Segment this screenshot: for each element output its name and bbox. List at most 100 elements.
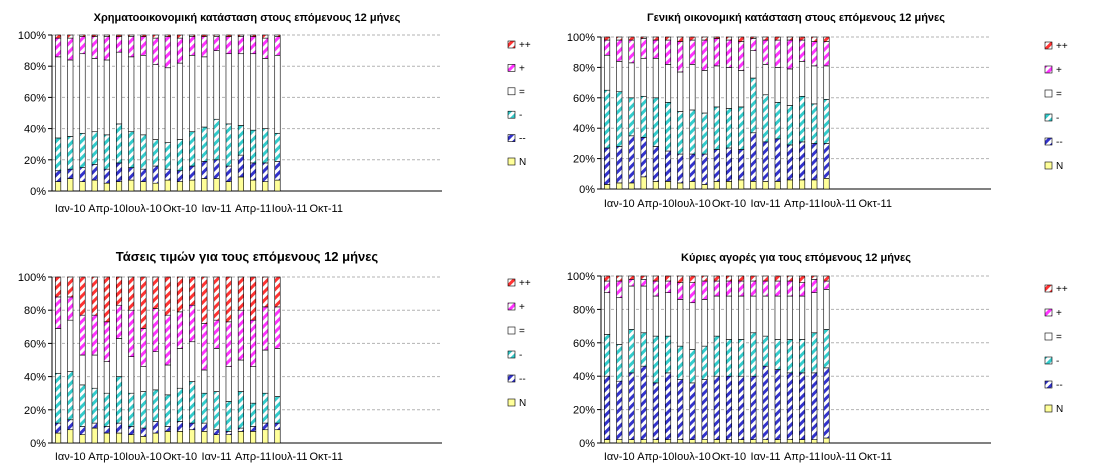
bar-segment-n (262, 429, 269, 444)
bar-segment-same (176, 348, 184, 389)
bar-segment-higher (189, 304, 196, 343)
bar-segment-much-lower (799, 141, 806, 181)
bar-segment-much-higher (103, 34, 110, 37)
bar-segment-same (274, 54, 281, 134)
bar-segment-n (55, 432, 62, 444)
bar-segment-higher (664, 280, 672, 293)
legend-swatch-much-higher (507, 278, 516, 287)
bar-segment-much-lower (176, 170, 184, 182)
bar-segment-higher (762, 39, 769, 65)
bar-segment-much-higher (750, 275, 757, 282)
bar-segment-n (201, 178, 208, 192)
bar-segment-same (55, 56, 62, 139)
legend-label-much-lower: -- (1056, 380, 1063, 391)
bar-segment-n (274, 179, 281, 192)
bar-segment-much-higher (786, 275, 793, 282)
bar-segment-higher (677, 41, 684, 73)
bar-segment-much-lower (774, 369, 781, 440)
bar-segment-higher (786, 280, 793, 297)
legend-swatch-much-lower (1044, 137, 1053, 146)
bar-segment-higher (67, 296, 74, 321)
bar-segment-much-higher (713, 36, 720, 39)
legend-swatch-n (1044, 404, 1053, 413)
legend-label-same: = (1056, 89, 1062, 100)
bar-segment-n (164, 431, 171, 444)
bar-segment-n (176, 181, 184, 192)
x-tick-label: Ιουλ-11 (821, 198, 857, 210)
bar-segment-much-lower (189, 422, 196, 431)
x-tick-label: Απρ-11 (784, 198, 820, 210)
bar-segment-lower (786, 105, 793, 146)
bar-segment-higher (701, 39, 708, 71)
bar-segment-much-higher (128, 276, 135, 311)
bar-segment-much-higher (604, 36, 611, 41)
y-tick-label: 60% (573, 93, 595, 105)
bar-segment-n (799, 179, 806, 190)
bar-segment-much-higher (250, 276, 257, 321)
bar-segment-lower (115, 123, 123, 164)
bar-segment-n (640, 176, 647, 190)
bar-segment-lower (164, 394, 171, 427)
bar-segment-much-lower (713, 375, 720, 440)
bar-segment-n (140, 181, 147, 192)
bar-segment-n (774, 439, 781, 444)
bar-segment-lower (103, 134, 110, 170)
bar-segment-n (811, 179, 818, 190)
bar-segment-higher (128, 36, 135, 58)
legend-swatch-same (1044, 332, 1053, 341)
bar-segment-same (274, 348, 281, 397)
bar-segment-higher (115, 36, 123, 53)
bar-segment-much-lower (164, 426, 171, 432)
bar-segment-lower (201, 392, 208, 424)
bar-segment-higher (103, 36, 110, 61)
bar-segment-n (604, 184, 611, 190)
bar-segment-higher (67, 37, 74, 61)
bar-segment-same (103, 361, 110, 394)
bar-segment-much-lower (823, 143, 830, 179)
bar-segment-n (115, 432, 123, 444)
bar-segment-same (237, 359, 244, 392)
bar-segment-much-higher (152, 34, 159, 39)
bar-segment-lower (201, 126, 208, 162)
bar-segment-same (115, 51, 123, 125)
bar-segment-higher (786, 39, 793, 70)
bar-segment-higher (823, 280, 830, 290)
bar-segment-higher (689, 39, 696, 65)
bar-segment-higher (713, 38, 720, 67)
bar-segment-higher (750, 280, 757, 297)
bar-segment-lower (738, 339, 745, 377)
legend-swatch-lower (507, 110, 516, 119)
bar-segment-much-lower (799, 372, 806, 440)
bar-segment-much-higher (616, 275, 623, 282)
bar-segment-lower (152, 389, 159, 422)
bar-segment-n (152, 432, 159, 444)
bar-segment-lower (189, 381, 196, 424)
bar-segment-n (628, 439, 635, 444)
chart-title: Κύριες αγορές για τους επόμενους 12 μήνε… (681, 252, 911, 264)
bar-segment-much-lower (67, 419, 74, 431)
legend-swatch-n (507, 157, 516, 166)
bar-segment-much-higher (225, 276, 232, 323)
bar-segment-higher (55, 37, 62, 58)
bar-segment-higher (91, 36, 98, 59)
x-tick-label: Ιαν-10 (604, 198, 635, 210)
bar-segment-much-lower (91, 164, 98, 181)
bar-segment-higher (689, 282, 696, 304)
y-tick-label: 80% (24, 61, 46, 73)
x-tick-label: Ιαν-11 (751, 198, 781, 210)
x-tick-label: Οκτ-11 (309, 203, 342, 215)
bar-segment-higher (274, 36, 281, 56)
bar-segment-much-lower (689, 382, 696, 440)
bar-segment-lower (799, 339, 806, 374)
bar-segment-same (67, 59, 74, 137)
bar-segment-much-lower (786, 372, 793, 440)
x-tick-label: Οκτ-11 (858, 198, 891, 210)
bar-segment-lower (689, 349, 696, 384)
bar-segment-lower (213, 118, 220, 161)
bar-segment-much-higher (189, 34, 196, 37)
bar-segment-much-higher (725, 275, 733, 282)
bar-segment-same (652, 295, 659, 337)
y-tick-label: 80% (24, 305, 46, 317)
x-tick-label: Ιαν-10 (604, 451, 635, 463)
bar-segment-lower (713, 335, 720, 377)
